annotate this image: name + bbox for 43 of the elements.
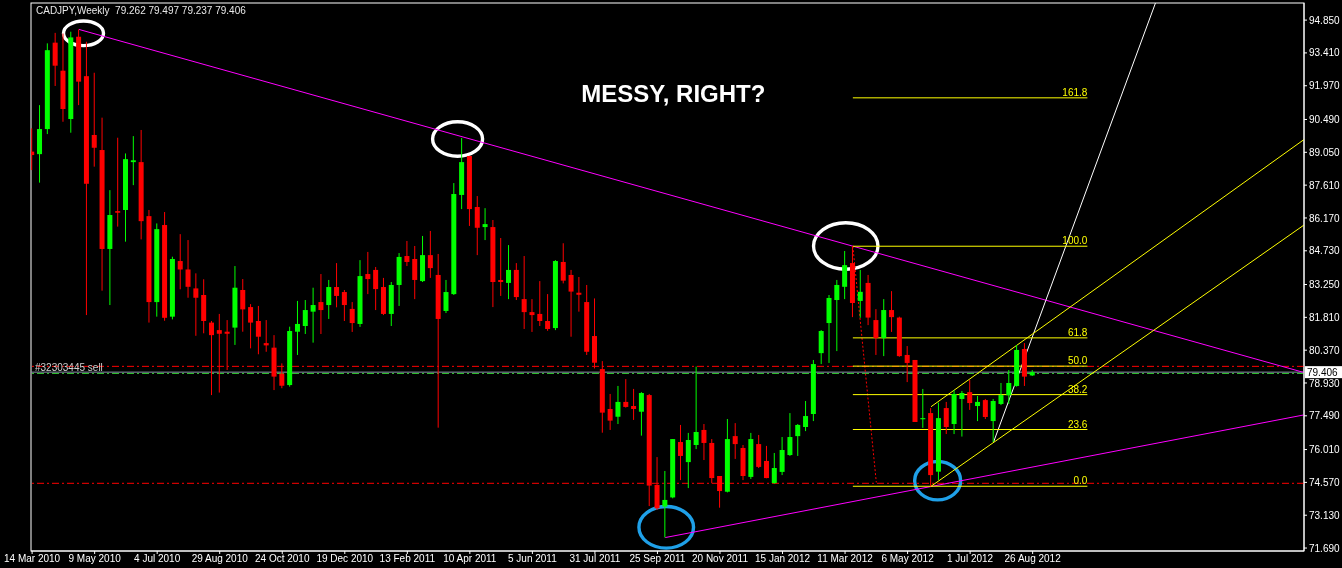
y-tick-label: 91.970	[1309, 80, 1341, 92]
x-tick-label: 6 May 2012	[881, 553, 935, 565]
y-tick-label: 76.010	[1309, 444, 1341, 456]
y-tick-label: 77.490	[1309, 410, 1341, 422]
y-tick-label: 73.130	[1309, 509, 1341, 521]
x-tick-label: 24 Oct 2010	[255, 553, 310, 565]
x-tick-label: 10 Apr 2011	[443, 553, 497, 565]
x-tick-label: 19 Dec 2010	[316, 553, 374, 565]
y-tick-label: 93.410	[1309, 47, 1341, 59]
y-tick-label: 71.690	[1309, 542, 1341, 554]
x-tick-label: 20 Nov 2011	[692, 553, 749, 565]
y-tick-label: 84.730	[1309, 245, 1341, 257]
ref-line-label: 79.406	[1307, 366, 1339, 378]
x-tick-label: 4 Jul 2010	[134, 553, 181, 565]
annotation: MESSY, RIGHT?	[581, 79, 766, 107]
y-tick-label: 74.570	[1309, 476, 1341, 488]
x-tick-label: 29 Aug 2010	[191, 553, 249, 565]
x-tick-label: 26 Aug 2012	[1004, 553, 1062, 565]
x-tick-label: 25 Sep 2011	[629, 553, 686, 565]
series-label: 0.0	[1073, 475, 1088, 487]
x-tick-label: 11 Mar 2012	[817, 553, 874, 565]
x-tick-label: 15 Jan 2012	[754, 553, 811, 565]
y-tick-label: 94.850	[1309, 14, 1341, 26]
x-tick-label: 9 May 2010	[68, 553, 122, 565]
y-tick-label: 87.610	[1309, 179, 1341, 191]
x-tick-label: 5 Jun 2011	[508, 553, 558, 565]
y-tick-label: 83.250	[1309, 279, 1341, 291]
series-label: 61.8	[1067, 326, 1088, 338]
y-tick-label: 90.490	[1309, 114, 1341, 126]
y-tick-label: 86.170	[1309, 212, 1341, 224]
x-tick-label: 31 Jul 2011	[569, 553, 621, 565]
y-tick-label: 89.050	[1309, 146, 1341, 158]
x-tick-label: 1 Jul 2012	[947, 553, 994, 565]
series-label: 38.2	[1067, 383, 1088, 395]
y-tick-label: 81.810	[1309, 311, 1341, 323]
series-label: 23.6	[1067, 418, 1088, 430]
y-tick-label: 80.370	[1309, 344, 1341, 356]
series-label: 161.8	[1062, 86, 1088, 98]
series-label: 50.0	[1067, 355, 1088, 367]
y-tick-label: 78.930	[1309, 377, 1341, 389]
chart-title: CADJPY,Weekly 79.262 79.497 79.237 79.406	[36, 5, 247, 16]
x-tick-label: 13 Feb 2011	[379, 553, 436, 565]
x-tick-label: 14 Mar 2010	[4, 553, 61, 565]
